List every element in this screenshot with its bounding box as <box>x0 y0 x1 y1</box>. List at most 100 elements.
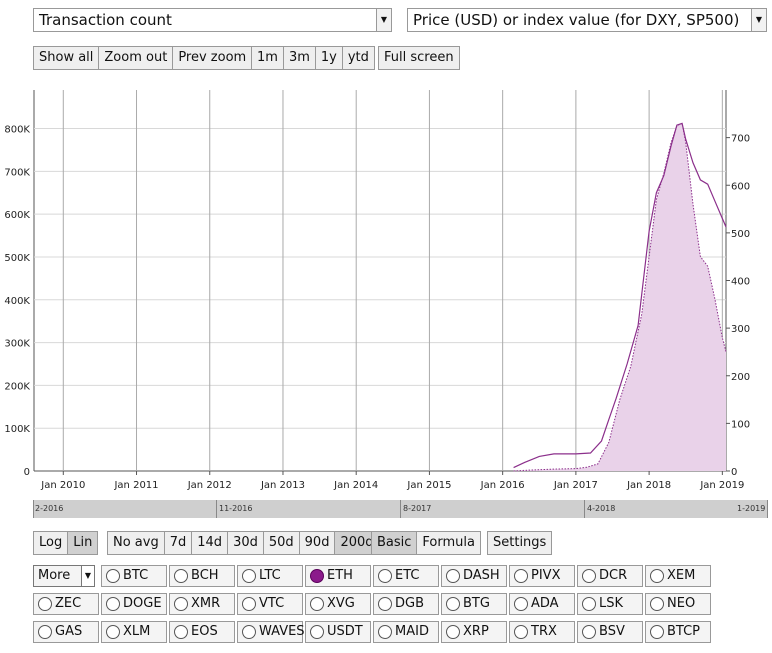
avg-90d-button[interactable]: 90d <box>300 532 336 554</box>
coin-option-bsv[interactable]: BSV <box>577 621 643 643</box>
radio-icon <box>174 625 188 639</box>
x-tick-label: Jan 2010 <box>40 480 85 491</box>
radio-icon <box>310 569 324 583</box>
coin-option-xvg[interactable]: XVG <box>305 593 371 615</box>
coin-option-maid[interactable]: MAID <box>373 621 439 643</box>
coin-label: XVG <box>327 596 355 611</box>
y-right-tick-label: 500 <box>731 229 750 240</box>
avg-50d-button[interactable]: 50d <box>264 532 300 554</box>
radio-icon <box>242 625 256 639</box>
coin-label: DCR <box>599 568 628 583</box>
radio-icon <box>242 597 256 611</box>
y-left-tick-label: 100K <box>4 424 30 435</box>
coin-option-dgb[interactable]: DGB <box>373 593 439 615</box>
x-tick-label: Jan 2014 <box>333 480 378 491</box>
y-right-tick-label: 400 <box>731 277 750 288</box>
avg-7d-button[interactable]: 7d <box>165 532 193 554</box>
coin-option-dcr[interactable]: DCR <box>577 565 643 587</box>
y-left-tick-label: 700K <box>4 167 30 178</box>
radio-icon <box>514 569 528 583</box>
coin-label: BTG <box>463 596 490 611</box>
coin-option-neo[interactable]: NEO <box>645 593 711 615</box>
left-metric-select[interactable]: Transaction count ▼ <box>33 8 392 32</box>
coin-option-pivx[interactable]: PIVX <box>509 565 575 587</box>
y-left-tick-label: 500K <box>4 253 30 264</box>
range-3m-button[interactable]: 3m <box>284 47 316 69</box>
prev-zoom-button[interactable]: Prev zoom <box>178 50 247 65</box>
left-metric-value: Transaction count <box>39 11 172 29</box>
coin-label: BTCP <box>667 624 701 639</box>
coin-option-vtc[interactable]: VTC <box>237 593 303 615</box>
avg-14d-button[interactable]: 14d <box>192 532 229 554</box>
coin-option-bch[interactable]: BCH <box>169 565 235 587</box>
settings-control: Settings <box>487 531 553 555</box>
formula-mode-button[interactable]: Formula <box>422 535 475 550</box>
coin-option-ltc[interactable]: LTC <box>237 565 303 587</box>
coin-option-dash[interactable]: DASH <box>441 565 507 587</box>
navigator-divider <box>33 500 34 518</box>
coin-option-zec[interactable]: ZEC <box>33 593 99 615</box>
coin-option-lsk[interactable]: LSK <box>577 593 643 615</box>
coin-option-eos[interactable]: EOS <box>169 621 235 643</box>
range-controls: 1m 3m 1y ytd <box>251 46 375 70</box>
basic-mode-button[interactable]: Basic <box>372 532 418 554</box>
coin-option-waves[interactable]: WAVES <box>237 621 305 643</box>
coin-option-xmr[interactable]: XMR <box>169 593 235 615</box>
y-left-tick-label: 300K <box>4 339 30 350</box>
y-left-tick-label: 200K <box>4 381 30 392</box>
mode-controls: Basic Formula <box>371 531 481 555</box>
x-tick-label: Jan 2019 <box>699 480 744 491</box>
avg-200d-button[interactable]: 200d <box>335 532 379 554</box>
coin-option-ada[interactable]: ADA <box>509 593 575 615</box>
radio-icon <box>310 625 324 639</box>
coin-label: LTC <box>259 568 281 583</box>
coin-option-usdt[interactable]: USDT <box>305 621 371 643</box>
range-1m-button[interactable]: 1m <box>252 47 284 69</box>
coin-option-doge[interactable]: DOGE <box>101 593 167 615</box>
radio-icon <box>378 597 392 611</box>
avg-none-button[interactable]: No avg <box>108 532 165 554</box>
coin-label: XLM <box>123 624 151 639</box>
full-screen-button[interactable]: Full screen <box>384 50 454 65</box>
coin-option-xrp[interactable]: XRP <box>441 621 507 643</box>
coin-option-eth[interactable]: ETH <box>305 565 371 587</box>
y-right-tick-label: 100 <box>731 419 750 430</box>
coin-option-xlm[interactable]: XLM <box>101 621 167 643</box>
coin-option-xem[interactable]: XEM <box>645 565 711 587</box>
coin-option-etc[interactable]: ETC <box>373 565 439 587</box>
coin-option-gas[interactable]: GAS <box>33 621 99 643</box>
coin-option-trx[interactable]: TRX <box>509 621 575 643</box>
radio-icon <box>582 569 596 583</box>
log-scale-button[interactable]: Log <box>34 532 69 554</box>
zoom-out-button[interactable]: Zoom out <box>99 47 174 69</box>
radio-icon <box>106 597 120 611</box>
radio-icon <box>650 625 664 639</box>
lin-scale-button[interactable]: Lin <box>68 532 98 554</box>
right-metric-select[interactable]: Price (USD) or index value (for DXY, SP5… <box>407 8 767 32</box>
y-right-axis: 0 100 200 300 400 500 600 700 <box>726 134 750 478</box>
show-all-button[interactable]: Show all <box>34 47 100 69</box>
time-navigator[interactable]: 2-2016 11-2016 8-2017 4-2018 1-2019 <box>33 500 768 518</box>
radio-icon <box>174 597 188 611</box>
coin-label: LSK <box>599 596 624 611</box>
coin-label: XMR <box>191 596 221 611</box>
coin-label: XEM <box>667 568 696 583</box>
x-tick-label: Jan 2017 <box>553 480 598 491</box>
right-metric-value: Price (USD) or index value (for DXY, SP5… <box>413 11 740 29</box>
coin-option-btg[interactable]: BTG <box>441 593 507 615</box>
navigator-divider <box>216 500 217 518</box>
y-right-tick-label: 700 <box>731 134 750 145</box>
range-1y-button[interactable]: 1y <box>316 47 343 69</box>
chart-area[interactable]: 0 100K 200K 300K 400K 500K 600K 700K 800K 0 100 20… <box>0 80 772 580</box>
avg-30d-button[interactable]: 30d <box>228 532 264 554</box>
chevron-down-icon: ▼ <box>751 9 766 31</box>
x-tick-label: Jan 2012 <box>187 480 232 491</box>
range-ytd-button[interactable]: ytd <box>347 50 369 65</box>
radio-icon <box>106 569 120 583</box>
coin-option-btc[interactable]: BTC <box>101 565 167 587</box>
chevron-down-icon: ▼ <box>376 9 391 31</box>
settings-button[interactable]: Settings <box>493 535 547 550</box>
fullscreen-control: Full screen <box>378 46 460 70</box>
coin-option-btcp[interactable]: BTCP <box>645 621 711 643</box>
more-coins-select[interactable]: More ▼ <box>33 565 95 587</box>
